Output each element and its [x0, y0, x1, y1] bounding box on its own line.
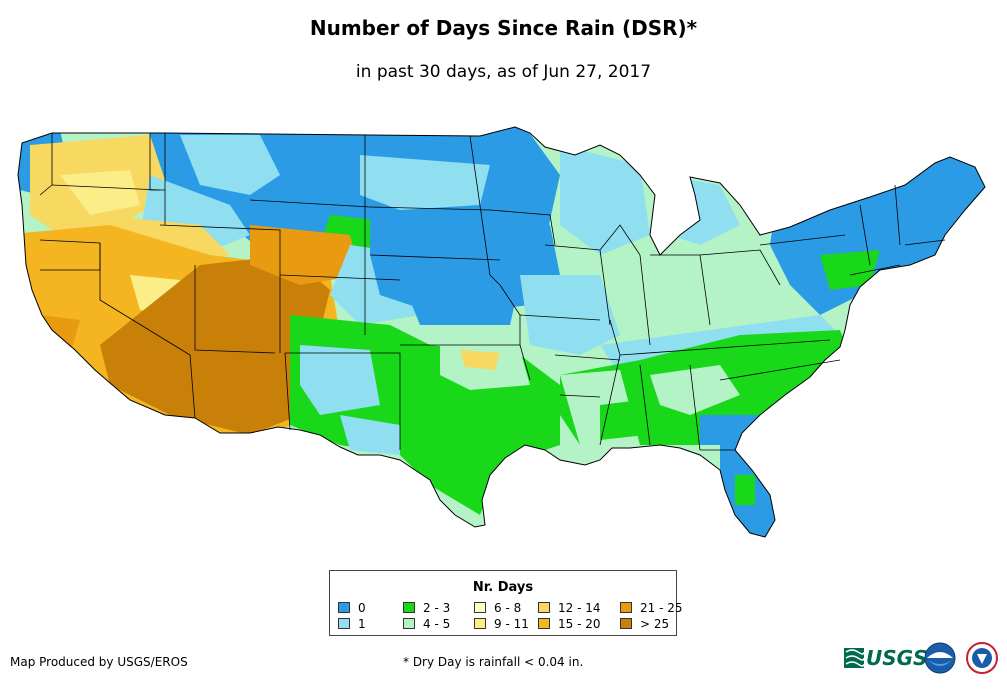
- legend-label: 0: [358, 601, 366, 615]
- legend-swatch: [403, 618, 415, 629]
- legend-swatch: [620, 602, 632, 613]
- legend-swatch: [474, 618, 486, 629]
- legend: Nr. Days 0 1 2 - 3 4 - 5 6 - 8 9 - 11 12 - 14 1…: [329, 570, 683, 636]
- legend-swatch: [620, 618, 632, 629]
- legend-label: 9 - 11: [494, 617, 529, 631]
- dry-day-footnote: * Dry Day is rainfall < 0.04 in.: [403, 655, 584, 669]
- legend-item: 2 - 3: [403, 602, 450, 614]
- legend-label: > 25: [640, 617, 670, 631]
- state-boundaries: [39, 133, 946, 451]
- map-subtitle: in past 30 days, as of Jun 27, 2017: [355, 62, 652, 82]
- usgs-logo: USGS: [844, 646, 927, 670]
- legend-item: 21 - 25: [620, 602, 683, 614]
- legend-title: Nr. Days: [472, 580, 534, 595]
- legend-item: > 25: [620, 618, 669, 630]
- legend-swatch: [538, 618, 550, 629]
- legend-item: 9 - 11: [474, 618, 529, 630]
- map-title: Number of Days Since Rain (DSR)*: [309, 16, 698, 40]
- nws-logo: [966, 642, 998, 674]
- legend-swatch: [538, 602, 550, 613]
- legend-item: 6 - 8: [474, 602, 521, 614]
- legend-label: 6 - 8: [494, 601, 522, 615]
- legend-item: 12 - 14: [538, 602, 601, 614]
- legend-label: 15 - 20: [558, 617, 601, 631]
- svg-text:USGS: USGS: [866, 646, 927, 670]
- legend-label: 4 - 5: [423, 617, 451, 631]
- legend-label: 2 - 3: [423, 601, 451, 615]
- legend-swatch: [338, 602, 350, 613]
- dsr-map: [17, 126, 986, 538]
- legend-label: 12 - 14: [558, 601, 601, 615]
- dsr-fill-layer: [18, 127, 985, 537]
- legend-label: 21 - 25: [640, 601, 683, 615]
- noaa-logo: [924, 642, 956, 674]
- legend-item: 15 - 20: [538, 618, 601, 630]
- legend-item: 0: [338, 602, 366, 614]
- legend-swatch: [474, 602, 486, 613]
- legend-label: 1: [358, 617, 366, 631]
- legend-swatch: [403, 602, 415, 613]
- map-credit: Map Produced by USGS/EROS: [10, 655, 188, 669]
- agency-logos: USGS: [844, 642, 998, 674]
- legend-item: 1: [338, 618, 366, 630]
- legend-item: 4 - 5: [403, 618, 450, 630]
- legend-swatch: [338, 618, 350, 629]
